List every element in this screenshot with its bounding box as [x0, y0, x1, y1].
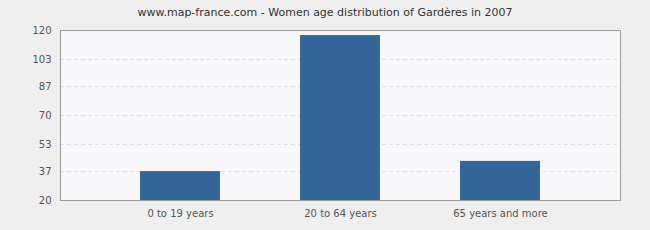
html-text:www.map-france.com - Women age: www.map-france.com - Women age distribut…	[137, 6, 513, 19]
svg-text:53: 53	[39, 139, 52, 150]
svg-text:87: 87	[39, 81, 52, 92]
svg-text:0 to 19 years: 0 to 19 years	[147, 208, 213, 219]
svg-text:37: 37	[39, 166, 52, 177]
svg-text:103: 103	[32, 54, 51, 65]
svg-text:20: 20	[39, 195, 52, 206]
svg-text:120: 120	[32, 25, 51, 36]
svg-text:65 years and more: 65 years and more	[453, 208, 548, 219]
svg-text:70: 70	[39, 110, 52, 121]
svg-text:20 to 64 years: 20 to 64 years	[304, 208, 377, 219]
